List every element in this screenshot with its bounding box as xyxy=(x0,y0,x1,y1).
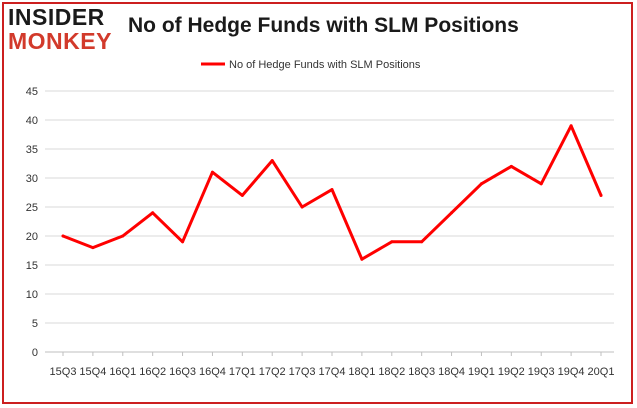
x-tick-label: 17Q2 xyxy=(259,366,286,378)
legend-label: No of Hedge Funds with SLM Positions xyxy=(229,59,421,71)
x-tick-label: 18Q4 xyxy=(438,366,465,378)
x-tick-label: 16Q3 xyxy=(169,366,196,378)
data-point xyxy=(181,240,185,244)
y-tick-label: 25 xyxy=(26,202,38,214)
data-point xyxy=(569,124,573,128)
series-group xyxy=(61,124,603,261)
data-point xyxy=(509,164,513,168)
y-tick-label: 35 xyxy=(26,144,38,156)
data-point xyxy=(240,193,244,197)
logo-line-monkey: MONKEY xyxy=(8,28,112,54)
data-point xyxy=(330,188,334,192)
data-point xyxy=(390,240,394,244)
x-tick-label: 20Q1 xyxy=(588,366,615,378)
x-tick-label: 16Q1 xyxy=(109,366,136,378)
data-point xyxy=(91,246,95,250)
data-point xyxy=(270,159,274,163)
data-point xyxy=(450,211,454,215)
legend: No of Hedge Funds with SLM Positions xyxy=(201,59,421,71)
grid xyxy=(45,90,614,353)
x-axis: 15Q3 15Q4 16Q1 16Q2 16Q3 16Q4 17Q1 17Q2 17Q3 17Q4… xyxy=(45,351,615,378)
x-tick-label: 19Q1 xyxy=(468,366,495,378)
data-point xyxy=(121,234,125,238)
data-point xyxy=(151,211,155,215)
x-tick-label: 15Q4 xyxy=(79,366,106,378)
x-tick-label: 17Q4 xyxy=(319,366,346,378)
chart-title: No of Hedge Funds with SLM Positions xyxy=(128,14,519,37)
x-tick-label: 16Q2 xyxy=(139,366,166,378)
data-point xyxy=(360,257,364,261)
data-point xyxy=(210,170,214,174)
y-tick-label: 0 xyxy=(32,347,38,359)
data-point xyxy=(539,182,543,186)
x-tick-label: 17Q3 xyxy=(289,366,316,378)
chart-frame xyxy=(2,2,633,404)
insider-monkey-logo: INSIDER MONKEY xyxy=(8,6,114,54)
data-point xyxy=(300,205,304,209)
data-point xyxy=(420,240,424,244)
data-point xyxy=(61,234,65,238)
y-tick-label: 15 xyxy=(26,260,38,272)
y-tick-label: 10 xyxy=(26,289,38,301)
x-tick-label: 19Q4 xyxy=(558,366,585,378)
x-tick-label: 18Q2 xyxy=(378,366,405,378)
x-tick-label: 17Q1 xyxy=(229,366,256,378)
y-tick-label: 20 xyxy=(26,231,38,243)
data-point xyxy=(479,182,483,186)
x-tick-label: 18Q3 xyxy=(408,366,435,378)
logo-line-insider: INSIDER xyxy=(8,4,105,30)
x-tick-label: 15Q3 xyxy=(50,366,77,378)
data-point xyxy=(599,193,603,197)
y-tick-label: 5 xyxy=(32,318,38,330)
y-tick-label: 40 xyxy=(26,115,38,127)
x-tick-label: 19Q2 xyxy=(498,366,525,378)
x-tick-label: 16Q4 xyxy=(199,366,226,378)
series-line xyxy=(61,124,603,261)
y-tick-label: 30 xyxy=(26,173,38,185)
y-axis: 0 5 10 15 20 25 30 35 40 45 xyxy=(26,86,38,359)
y-tick-label: 45 xyxy=(26,86,38,98)
x-tick-label: 18Q1 xyxy=(348,366,375,378)
x-tick-label: 19Q3 xyxy=(528,366,555,378)
